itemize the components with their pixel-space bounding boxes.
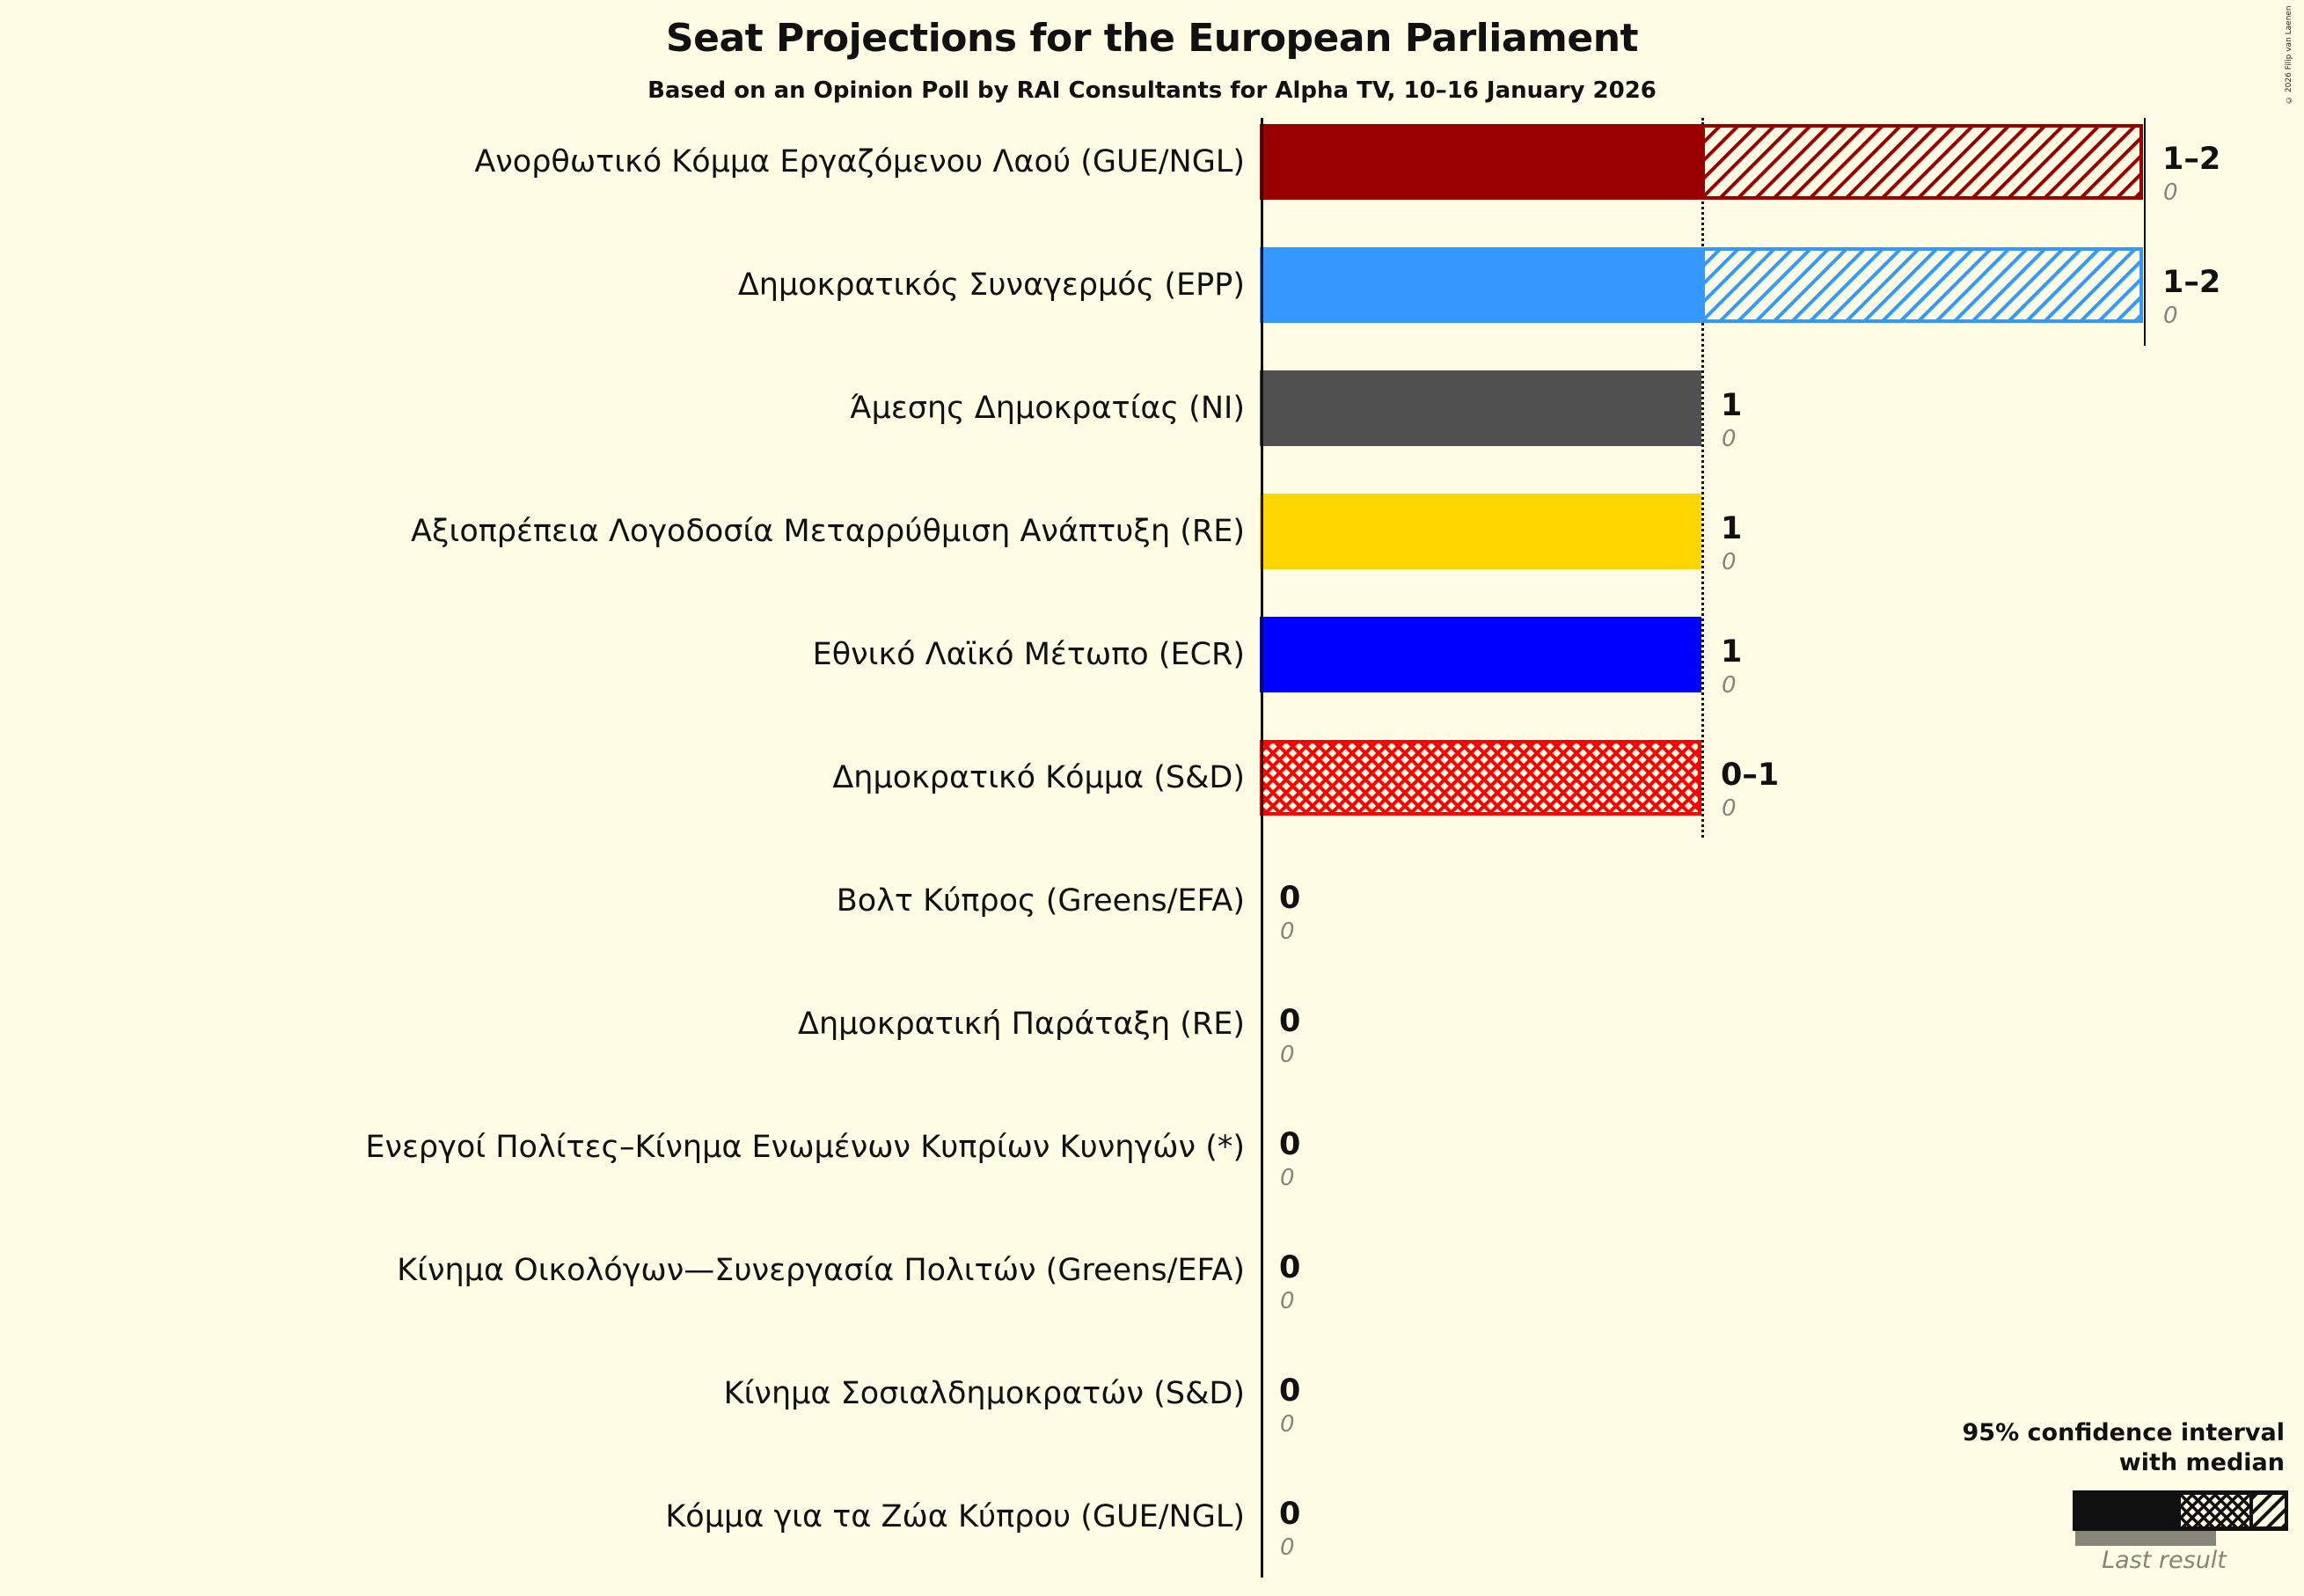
seat-range-label: 0 <box>1279 881 1301 916</box>
seat-range-label: 1–2 <box>2162 265 2221 300</box>
seat-range-label: 0–1 <box>1721 758 1780 793</box>
seat-range-label: 1 <box>1721 511 1743 546</box>
crosshatch-ci-bar <box>1260 740 1701 816</box>
zero-axis-line <box>1261 118 1263 1578</box>
seat-range-label: 0 <box>1279 1127 1301 1162</box>
legend-ci-swatch <box>2073 1490 2288 1531</box>
last-result-label: 0 <box>1280 1534 1295 1561</box>
seat-range-label: 0 <box>1279 1497 1301 1532</box>
legend-crosshatch-swatch <box>2181 1495 2249 1526</box>
seat-bar-solid <box>1260 247 1701 323</box>
last-result-label: 0 <box>2163 303 2178 329</box>
last-result-label: 0 <box>1280 1288 1295 1314</box>
last-result-label: 0 <box>1722 426 1737 452</box>
seat-range-label: 0 <box>1279 1004 1301 1039</box>
seat-range-label: 0 <box>1279 1373 1301 1409</box>
seat-range-label: 1 <box>1721 634 1743 670</box>
last-result-label: 0 <box>2163 179 2178 206</box>
seat-bar-solid <box>1260 370 1701 446</box>
chart-title: Seat Projections for the European Parlia… <box>665 16 1639 61</box>
last-result-label: 0 <box>1280 1042 1295 1068</box>
last-result-label: 0 <box>1280 919 1295 945</box>
one-seat-gridline <box>1701 118 1704 838</box>
party-label: Κόμμα για τα Ζώα Κύπρου (GUE/NGL) <box>665 1499 1245 1534</box>
last-result-label: 0 <box>1722 672 1737 699</box>
last-result-label: 0 <box>1722 795 1737 822</box>
diagonal-ci-bar <box>1701 247 2143 323</box>
party-label: Άμεσης Δημοκρατίας (NI) <box>850 391 1245 426</box>
last-result-label: 0 <box>1722 549 1737 575</box>
party-label: Κίνημα Οικολόγων—Συνεργασία Πολιτών (Gre… <box>397 1253 1245 1288</box>
chart-subtitle: Based on an Opinion Poll by RAI Consulta… <box>647 77 1657 104</box>
party-label: Αξιοπρέπεια Λογοδοσία Μεταρρύθμιση Ανάπτ… <box>411 514 1245 549</box>
legend-last-result-label: Last result <box>2102 1547 2227 1574</box>
party-label: Βολτ Κύπρος (Greens/EFA) <box>836 883 1245 919</box>
last-result-label: 0 <box>1280 1411 1295 1438</box>
party-label: Κίνημα Σοσιαλδημοκρατών (S&D) <box>723 1376 1245 1411</box>
seat-range-label: 0 <box>1279 1250 1301 1285</box>
legend-title: 95% confidence interval with median <box>1963 1418 2285 1478</box>
party-label: Δημοκρατικός Συναγερμός (EPP) <box>737 267 1245 303</box>
seat-bar-solid <box>1260 494 1701 569</box>
party-label: Δημοκρατικό Κόμμα (S&D) <box>832 760 1245 795</box>
party-label: Ενεργοί Πολίτες–Κίνημα Ενωμένων Κυπρίων … <box>365 1130 1245 1165</box>
seat-bar-solid <box>1260 124 1701 200</box>
party-label: Εθνικό Λαϊκό Μέτωπο (ECR) <box>812 637 1245 672</box>
legend-title-line1: 95% confidence interval <box>1962 1419 2285 1446</box>
two-seat-gridline <box>2144 118 2146 346</box>
seat-range-label: 1 <box>1721 388 1743 423</box>
legend-diagonal-swatch <box>2253 1495 2285 1526</box>
party-label: Δημοκρατική Παράταξη (RE) <box>798 1007 1245 1042</box>
seat-bar-solid <box>1260 617 1701 692</box>
party-label: Ανορθωτικό Κόμμα Εργαζόμενου Λαού (GUE/N… <box>474 144 1245 179</box>
last-result-label: 0 <box>1280 1165 1295 1191</box>
legend-last-result-swatch <box>2075 1531 2216 1546</box>
seat-range-label: 1–2 <box>2162 142 2221 177</box>
legend-title-line2: with median <box>2118 1449 2285 1476</box>
diagonal-ci-bar <box>1701 124 2143 200</box>
